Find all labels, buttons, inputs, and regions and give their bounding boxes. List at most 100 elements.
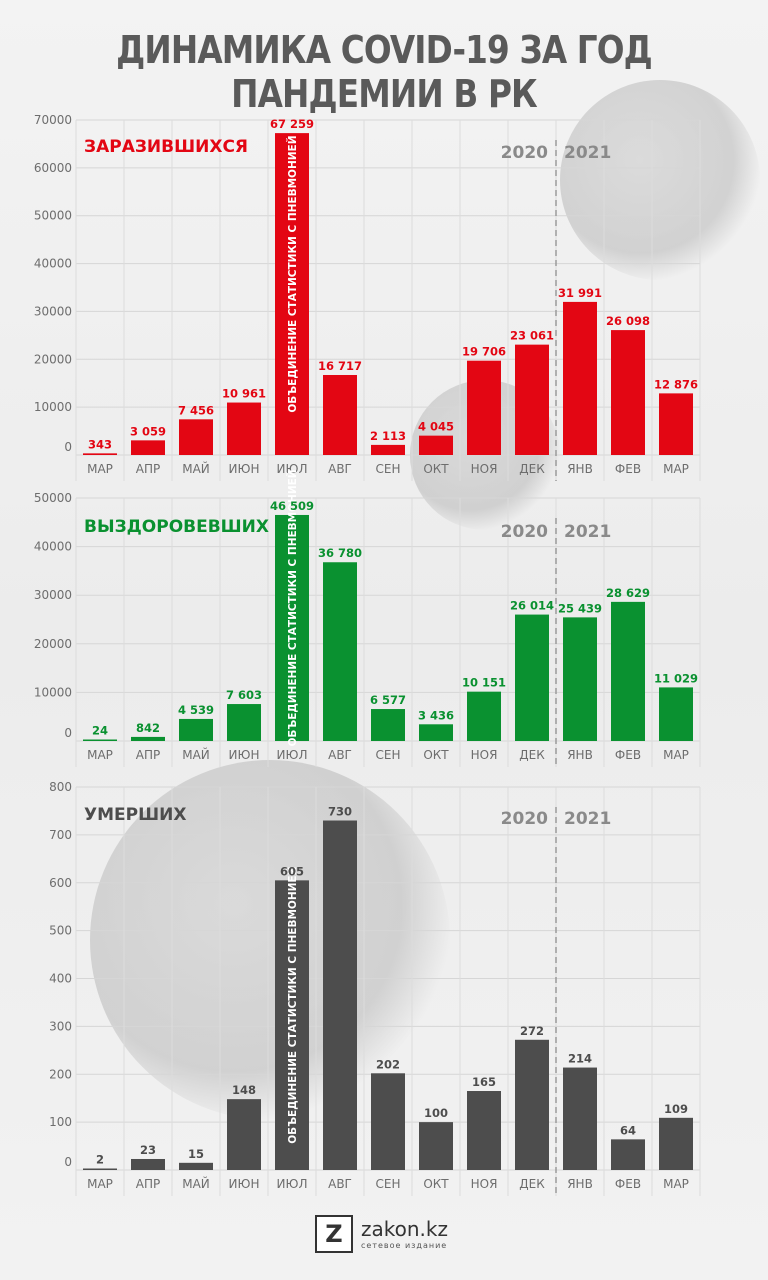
data-label: 12 876 bbox=[654, 377, 698, 391]
data-label: 343 bbox=[88, 437, 112, 451]
x-tick-label: МАР bbox=[87, 462, 113, 476]
data-label: 23 061 bbox=[510, 329, 554, 343]
data-label: 15 bbox=[188, 1147, 204, 1161]
bar bbox=[419, 724, 453, 741]
data-label: 25 439 bbox=[558, 601, 602, 615]
data-label: 109 bbox=[664, 1102, 688, 1116]
bar-annotation: ОБЪЕДИНЕНИЕ СТАТИСТИКИ С ПНЕВМОНИЕЙ bbox=[286, 469, 299, 746]
bar bbox=[179, 718, 213, 741]
x-tick-label: ФЕВ bbox=[615, 462, 641, 476]
data-label: 46 509 bbox=[270, 499, 314, 513]
y-tick-label: 0 bbox=[64, 1155, 72, 1169]
data-label: 2 113 bbox=[370, 429, 406, 443]
y-tick-label: 100 bbox=[49, 1115, 72, 1129]
bar bbox=[563, 301, 597, 455]
data-label: 3 436 bbox=[418, 708, 454, 722]
data-label: 26 098 bbox=[606, 314, 650, 328]
x-tick-label: АВГ bbox=[328, 748, 352, 762]
bar bbox=[419, 435, 453, 455]
data-label: 19 706 bbox=[462, 345, 506, 359]
bar bbox=[371, 444, 405, 455]
x-tick-label: МАР bbox=[663, 462, 689, 476]
data-label: 100 bbox=[424, 1106, 448, 1120]
y-tick-label: 500 bbox=[49, 924, 72, 938]
bar bbox=[83, 739, 117, 741]
x-tick-label: МАР bbox=[663, 748, 689, 762]
x-tick-label: МАЙ bbox=[182, 747, 210, 762]
y-tick-label: 800 bbox=[49, 780, 72, 794]
bar bbox=[227, 704, 261, 741]
x-tick-label: ИЮН bbox=[229, 748, 260, 762]
x-tick-label: СЕН bbox=[376, 462, 401, 476]
bar bbox=[323, 562, 357, 741]
data-label: 4 045 bbox=[418, 420, 454, 434]
logo-tagline: сетевое издание bbox=[361, 1240, 448, 1250]
bar-annotation: ОБЪЕДИНЕНИЕ СТАТИСТИКИ С ПНЕВМОНИЕЙ bbox=[286, 867, 299, 1144]
x-tick-label: МАР bbox=[663, 1177, 689, 1191]
chart-title: ВЫЗДОРОВЕВШИХ bbox=[84, 517, 269, 537]
data-label: 3 059 bbox=[130, 424, 166, 438]
y-tick-label: 40000 bbox=[34, 257, 72, 271]
bar bbox=[611, 330, 645, 455]
data-label: 4 539 bbox=[178, 703, 214, 717]
data-label: 2 bbox=[96, 1153, 104, 1167]
bar bbox=[131, 440, 165, 455]
data-label: 16 717 bbox=[318, 359, 362, 373]
bar bbox=[515, 1039, 549, 1170]
bar bbox=[419, 1122, 453, 1170]
x-tick-label: НОЯ bbox=[471, 748, 498, 762]
data-label: 24 bbox=[92, 724, 108, 738]
data-label: 148 bbox=[232, 1083, 256, 1097]
data-label: 7 456 bbox=[178, 403, 214, 417]
x-tick-label: АПР bbox=[136, 462, 160, 476]
x-tick-label: ФЕВ bbox=[615, 1177, 641, 1191]
bar bbox=[371, 709, 405, 741]
x-tick-label: ЯНВ bbox=[567, 1177, 593, 1191]
x-tick-label: АПР bbox=[136, 748, 160, 762]
y-tick-label: 40000 bbox=[34, 540, 72, 554]
data-label: 6 577 bbox=[370, 693, 406, 707]
bar bbox=[659, 393, 693, 455]
x-tick-label: СЕН bbox=[376, 1177, 401, 1191]
data-label: 64 bbox=[620, 1123, 636, 1137]
data-label: 272 bbox=[520, 1024, 544, 1038]
y-tick-label: 700 bbox=[49, 828, 72, 842]
x-tick-label: ИЮН bbox=[229, 462, 260, 476]
y-tick-label: 50000 bbox=[34, 491, 72, 505]
year-label-2020: 2020 bbox=[501, 522, 548, 542]
bar bbox=[179, 419, 213, 455]
bar bbox=[179, 1162, 213, 1170]
chart-title: УМЕРШИХ bbox=[84, 805, 186, 825]
x-tick-label: ДЕК bbox=[519, 462, 545, 476]
bar bbox=[467, 691, 501, 741]
x-tick-label: МАР bbox=[87, 1177, 113, 1191]
bar bbox=[467, 360, 501, 455]
data-label: 730 bbox=[328, 805, 352, 819]
y-tick-label: 600 bbox=[49, 876, 72, 890]
bar bbox=[563, 1067, 597, 1170]
year-label-2021: 2021 bbox=[564, 522, 611, 542]
x-tick-label: ИЮН bbox=[229, 1177, 260, 1191]
bar bbox=[227, 402, 261, 455]
bar bbox=[131, 736, 165, 741]
x-tick-label: ИЮЛ bbox=[277, 748, 308, 762]
data-label: 202 bbox=[376, 1057, 400, 1071]
data-label: 11 029 bbox=[654, 671, 698, 685]
x-tick-label: НОЯ bbox=[471, 1177, 498, 1191]
bar bbox=[275, 514, 309, 741]
data-label: 214 bbox=[568, 1052, 592, 1066]
y-tick-label: 300 bbox=[49, 1019, 72, 1033]
bar bbox=[611, 601, 645, 741]
y-tick-label: 20000 bbox=[34, 637, 72, 651]
page-title: ДИНАМИКА COVID-19 ЗА ГОД ПАНДЕМИИ В РК bbox=[116, 28, 653, 116]
y-tick-label: 0 bbox=[64, 726, 72, 740]
data-label: 165 bbox=[472, 1075, 496, 1089]
x-tick-label: ДЕК bbox=[519, 748, 545, 762]
x-tick-label: ОКТ bbox=[423, 462, 449, 476]
year-label-2021: 2021 bbox=[564, 809, 611, 829]
x-tick-label: ИЮЛ bbox=[277, 1177, 308, 1191]
bar bbox=[227, 1099, 261, 1170]
bar bbox=[275, 133, 309, 455]
bar bbox=[323, 374, 357, 455]
